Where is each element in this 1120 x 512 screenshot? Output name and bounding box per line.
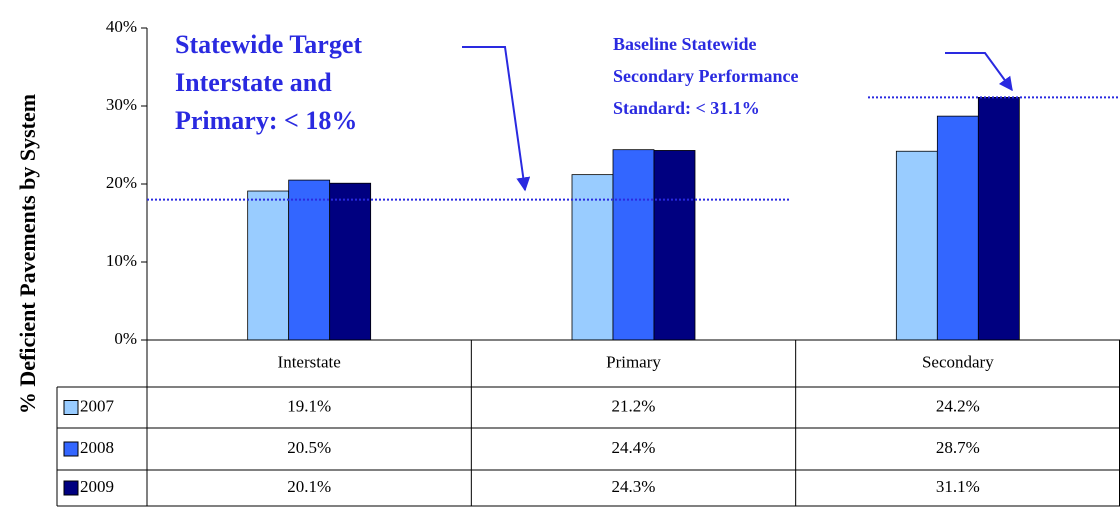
- y-tick-label: 10%: [106, 251, 137, 270]
- annotation: Primary: < 18%: [175, 106, 357, 135]
- category-label: Secondary: [922, 352, 994, 371]
- y-tick-label: 0%: [114, 329, 137, 348]
- legend-swatch: [63, 441, 79, 457]
- legend-swatch: [63, 480, 79, 496]
- annotation: Secondary Performance: [613, 66, 798, 86]
- data-label: 24.2%: [936, 396, 980, 415]
- annotation: Interstate and: [175, 68, 332, 97]
- y-tick-label: 30%: [106, 95, 137, 114]
- bar: [653, 150, 696, 341]
- category-label: Interstate: [278, 352, 341, 371]
- bar: [612, 149, 655, 341]
- data-label: 21.2%: [612, 396, 656, 415]
- y-tick-label: 20%: [106, 173, 137, 192]
- bar: [936, 115, 979, 341]
- data-label: 28.7%: [936, 438, 980, 457]
- category-label: Primary: [606, 352, 661, 371]
- data-label: 31.1%: [936, 477, 980, 496]
- annotation: Baseline Statewide: [613, 34, 757, 54]
- bar: [895, 150, 938, 341]
- y-tick-label: 40%: [106, 17, 137, 36]
- data-label: 20.5%: [287, 438, 331, 457]
- data-label: 19.1%: [287, 396, 331, 415]
- bar: [288, 179, 331, 341]
- legend-label: 2009: [80, 477, 114, 496]
- arrow: [462, 46, 531, 192]
- legend-swatch: [63, 400, 79, 415]
- bar: [247, 190, 290, 341]
- legend-label: 2008: [80, 438, 114, 457]
- data-label: 20.1%: [287, 477, 331, 496]
- legend-label: 2007: [80, 396, 115, 415]
- data-label: 24.4%: [612, 438, 656, 457]
- bar: [329, 182, 372, 341]
- annotation: Standard: < 31.1%: [613, 98, 760, 118]
- arrow: [945, 52, 1013, 92]
- bar: [977, 97, 1020, 341]
- data-label: 24.3%: [612, 477, 656, 496]
- annotation: Statewide Target: [175, 30, 362, 59]
- y-axis-label: % Deficient Pavements by System: [15, 94, 40, 414]
